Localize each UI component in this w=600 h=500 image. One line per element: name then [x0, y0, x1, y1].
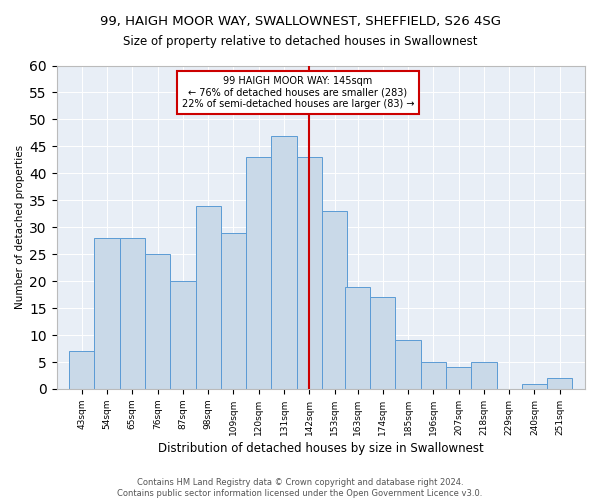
Bar: [221, 232, 246, 389]
Bar: [345, 286, 370, 389]
Bar: [69, 351, 94, 389]
Bar: [522, 384, 547, 389]
Bar: [446, 368, 471, 389]
Bar: [370, 298, 395, 389]
Text: 99 HAIGH MOOR WAY: 145sqm
← 76% of detached houses are smaller (283)
22% of semi: 99 HAIGH MOOR WAY: 145sqm ← 76% of detac…: [182, 76, 414, 110]
Bar: [145, 254, 170, 389]
Bar: [120, 238, 145, 389]
Bar: [421, 362, 446, 389]
Text: Size of property relative to detached houses in Swallownest: Size of property relative to detached ho…: [123, 35, 477, 48]
Bar: [246, 157, 271, 389]
Bar: [196, 206, 221, 389]
Text: 99, HAIGH MOOR WAY, SWALLOWNEST, SHEFFIELD, S26 4SG: 99, HAIGH MOOR WAY, SWALLOWNEST, SHEFFIE…: [100, 15, 500, 28]
Bar: [296, 157, 322, 389]
Bar: [471, 362, 497, 389]
Bar: [170, 281, 196, 389]
Bar: [547, 378, 572, 389]
Bar: [271, 136, 296, 389]
Bar: [94, 238, 120, 389]
Text: Contains HM Land Registry data © Crown copyright and database right 2024.
Contai: Contains HM Land Registry data © Crown c…: [118, 478, 482, 498]
Bar: [395, 340, 421, 389]
Bar: [322, 211, 347, 389]
Y-axis label: Number of detached properties: Number of detached properties: [15, 145, 25, 310]
X-axis label: Distribution of detached houses by size in Swallownest: Distribution of detached houses by size …: [158, 442, 484, 455]
